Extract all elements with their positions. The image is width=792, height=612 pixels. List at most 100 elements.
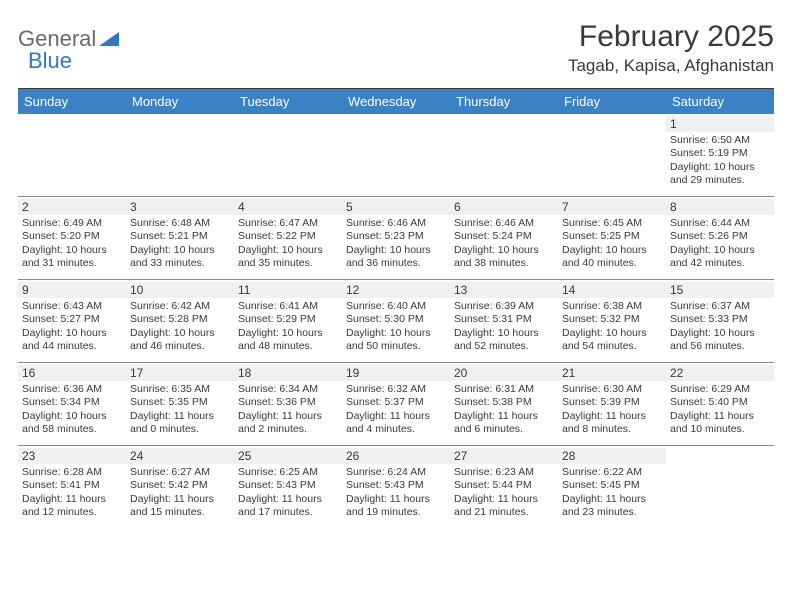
day-info: Sunrise: 6:38 AMSunset: 5:32 PMDaylight:… [562,300,662,354]
day-info: Sunrise: 6:23 AMSunset: 5:44 PMDaylight:… [454,466,554,520]
week-row: 23Sunrise: 6:28 AMSunset: 5:41 PMDayligh… [18,446,774,528]
sunrise-text: Sunrise: 6:31 AM [454,383,554,396]
daynum-row: 26 [342,448,450,464]
day-info: Sunrise: 6:40 AMSunset: 5:30 PMDaylight:… [346,300,446,354]
daylight-text: Daylight: 11 hours and 17 minutes. [238,493,338,520]
day-info: Sunrise: 6:47 AMSunset: 5:22 PMDaylight:… [238,217,338,271]
day-number: 9 [22,283,122,297]
day-cell: 4Sunrise: 6:47 AMSunset: 5:22 PMDaylight… [234,197,342,279]
dow-tuesday: Tuesday [234,89,342,114]
daynum-row: 8 [666,199,774,215]
day-cell: 16Sunrise: 6:36 AMSunset: 5:34 PMDayligh… [18,363,126,445]
sunset-text: Sunset: 5:29 PM [238,313,338,326]
sunset-text: Sunset: 5:31 PM [454,313,554,326]
day-of-week-row: Sunday Monday Tuesday Wednesday Thursday… [18,89,774,114]
day-cell: 9 Sunrise: 6:43 AMSunset: 5:27 PMDaylight… [18,280,126,362]
day-cell: 7Sunrise: 6:45 AMSunset: 5:25 PMDaylight… [558,197,666,279]
sunrise-text: Sunrise: 6:32 AM [346,383,446,396]
sunrise-text: Sunrise: 6:49 AM [22,217,122,230]
week-row: 2Sunrise: 6:49 AMSunset: 5:20 PMDaylight… [18,197,774,280]
day-number: 11 [238,283,338,297]
day-cell: 11Sunrise: 6:41 AMSunset: 5:29 PMDayligh… [234,280,342,362]
dow-thursday: Thursday [450,89,558,114]
daylight-text: Daylight: 11 hours and 8 minutes. [562,410,662,437]
daylight-text: Daylight: 11 hours and 23 minutes. [562,493,662,520]
sunset-text: Sunset: 5:44 PM [454,479,554,492]
sunrise-text: Sunrise: 6:47 AM [238,217,338,230]
calendar-page: General February 2025 Tagab, Kapisa, Afg… [0,0,792,538]
month-title: February 2025 [568,20,774,54]
dow-saturday: Saturday [666,89,774,114]
sunrise-text: Sunrise: 6:44 AM [670,217,770,230]
daynum-row: 22 [666,365,774,381]
logo-triangle-icon [99,26,119,52]
sunset-text: Sunset: 5:45 PM [562,479,662,492]
daylight-text: Daylight: 10 hours and 46 minutes. [130,327,230,354]
week-row: 9 Sunrise: 6:43 AMSunset: 5:27 PMDaylight… [18,280,774,363]
sunrise-text: Sunrise: 6:40 AM [346,300,446,313]
daynum-row: 14 [558,282,666,298]
week-row: 16Sunrise: 6:36 AMSunset: 5:34 PMDayligh… [18,363,774,446]
weeks-container: 1Sunrise: 6:50 AMSunset: 5:19 PMDaylight… [18,114,774,528]
daynum-row: 21 [558,365,666,381]
day-cell: 20Sunrise: 6:31 AMSunset: 5:38 PMDayligh… [450,363,558,445]
sunset-text: Sunset: 5:35 PM [130,396,230,409]
day-cell: 13Sunrise: 6:39 AMSunset: 5:31 PMDayligh… [450,280,558,362]
logo-word2: Blue [28,48,72,74]
daylight-text: Daylight: 10 hours and 35 minutes. [238,244,338,271]
daynum-row: 24 [126,448,234,464]
daylight-text: Daylight: 10 hours and 58 minutes. [22,410,122,437]
day-number: 3 [130,200,230,214]
sunrise-text: Sunrise: 6:38 AM [562,300,662,313]
daynum-row: 11 [234,282,342,298]
location: Tagab, Kapisa, Afghanistan [568,56,774,76]
day-info: Sunrise: 6:28 AMSunset: 5:41 PMDaylight:… [22,466,122,520]
day-info: Sunrise: 6:35 AMSunset: 5:35 PMDaylight:… [130,383,230,437]
daylight-text: Daylight: 10 hours and 50 minutes. [346,327,446,354]
day-cell: 17Sunrise: 6:35 AMSunset: 5:35 PMDayligh… [126,363,234,445]
day-info: Sunrise: 6:46 AMSunset: 5:23 PMDaylight:… [346,217,446,271]
daylight-text: Daylight: 10 hours and 54 minutes. [562,327,662,354]
day-number: 6 [454,200,554,214]
daylight-text: Daylight: 10 hours and 42 minutes. [670,244,770,271]
sunset-text: Sunset: 5:33 PM [670,313,770,326]
daynum-row: 1 [666,116,774,132]
day-cell [450,114,558,196]
dow-monday: Monday [126,89,234,114]
day-cell: 23Sunrise: 6:28 AMSunset: 5:41 PMDayligh… [18,446,126,528]
daynum-row: 13 [450,282,558,298]
sunset-text: Sunset: 5:30 PM [346,313,446,326]
sunset-text: Sunset: 5:21 PM [130,230,230,243]
daylight-text: Daylight: 11 hours and 12 minutes. [22,493,122,520]
daynum-row: 19 [342,365,450,381]
sunrise-text: Sunrise: 6:48 AM [130,217,230,230]
day-cell: 26Sunrise: 6:24 AMSunset: 5:43 PMDayligh… [342,446,450,528]
day-number: 13 [454,283,554,297]
day-info: Sunrise: 6:45 AMSunset: 5:25 PMDaylight:… [562,217,662,271]
daynum-row [558,116,666,118]
sunrise-text: Sunrise: 6:28 AM [22,466,122,479]
daylight-text: Daylight: 11 hours and 6 minutes. [454,410,554,437]
day-cell: 8 Sunrise: 6:44 AMSunset: 5:26 PMDaylight… [666,197,774,279]
daylight-text: Daylight: 11 hours and 21 minutes. [454,493,554,520]
sunset-text: Sunset: 5:37 PM [346,396,446,409]
day-info: Sunrise: 6:27 AMSunset: 5:42 PMDaylight:… [130,466,230,520]
daylight-text: Daylight: 11 hours and 19 minutes. [346,493,446,520]
day-info: Sunrise: 6:31 AMSunset: 5:38 PMDaylight:… [454,383,554,437]
day-number: 19 [346,366,446,380]
day-info: Sunrise: 6:34 AMSunset: 5:36 PMDaylight:… [238,383,338,437]
sunrise-text: Sunrise: 6:46 AM [346,217,446,230]
day-info: Sunrise: 6:43 AMSunset: 5:27 PMDaylight:… [22,300,122,354]
daynum-row: 9 [18,282,126,298]
dow-wednesday: Wednesday [342,89,450,114]
sunrise-text: Sunrise: 6:50 AM [670,134,770,147]
daynum-row: 18 [234,365,342,381]
header: General February 2025 Tagab, Kapisa, Afg… [18,20,774,76]
day-cell: 3Sunrise: 6:48 AMSunset: 5:21 PMDaylight… [126,197,234,279]
daylight-text: Daylight: 10 hours and 31 minutes. [22,244,122,271]
sunset-text: Sunset: 5:26 PM [670,230,770,243]
daylight-text: Daylight: 11 hours and 10 minutes. [670,410,770,437]
title-block: February 2025 Tagab, Kapisa, Afghanistan [568,20,774,76]
day-number: 21 [562,366,662,380]
sunset-text: Sunset: 5:23 PM [346,230,446,243]
